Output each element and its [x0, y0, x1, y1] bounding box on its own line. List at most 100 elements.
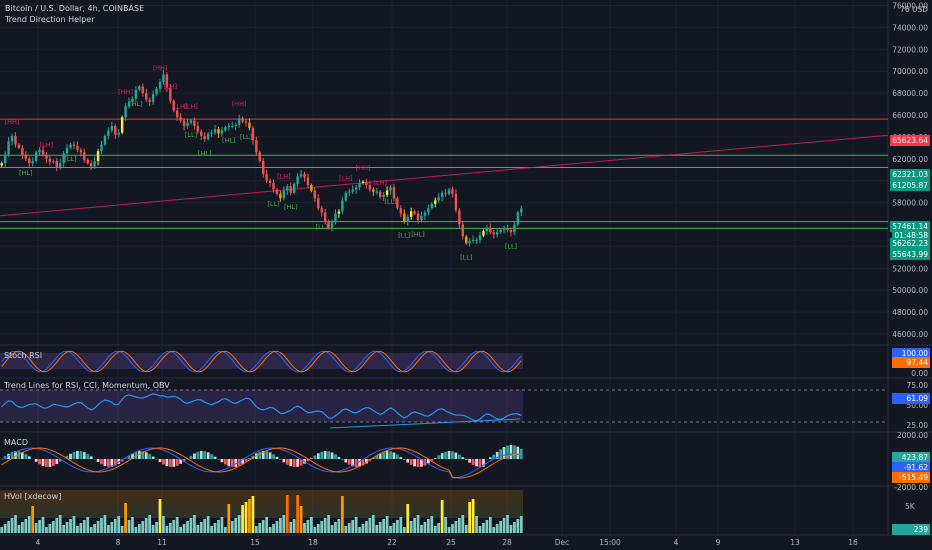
hvol-bar — [144, 518, 148, 533]
hvol-bar — [113, 519, 117, 533]
hvol-bar — [20, 522, 24, 533]
hvol-bar — [203, 519, 207, 533]
hvol-bar — [34, 523, 38, 533]
candle-body — [458, 210, 461, 225]
macd-tick: -2000.00 — [894, 483, 928, 492]
macd-hist-bar — [69, 453, 72, 459]
price-tag[interactable]: 55643.99 — [890, 249, 930, 260]
macd-hist-bar — [513, 445, 516, 459]
stoch-tag[interactable]: 97.44 — [892, 357, 930, 368]
macd-hist-bar — [340, 459, 344, 460]
hvol-pane-label[interactable]: HVol [xdecow] — [4, 492, 62, 501]
price-tag[interactable]: 56262.23 — [890, 238, 930, 249]
macd-hist-bar — [378, 453, 382, 459]
candle-body — [210, 132, 213, 134]
pivot-label: [LL] — [267, 200, 279, 208]
price-tick-label: 68000.00 — [892, 89, 928, 98]
candle-body — [148, 99, 151, 102]
hvol-bar — [134, 527, 138, 533]
hvol-bar — [344, 526, 348, 533]
candle-body — [21, 147, 24, 156]
candle-body — [351, 189, 354, 192]
pivot-label: [LL] — [240, 133, 252, 141]
hvol-tag[interactable]: 239 — [892, 524, 930, 535]
macd-hist-bar — [275, 456, 279, 459]
hvol-bar — [285, 495, 289, 533]
price-tag[interactable]: 62321.03 — [890, 169, 930, 180]
candle-body — [416, 213, 420, 221]
price-tag[interactable]: 01:48:58 — [892, 230, 930, 241]
macd-hist-bar — [392, 452, 396, 459]
hvol-bar — [327, 515, 330, 533]
candle-body — [10, 135, 14, 142]
candle-body — [3, 154, 7, 164]
macd-hist-bar — [475, 459, 478, 467]
hvol-bar — [182, 524, 186, 533]
candle-body — [420, 215, 423, 221]
candle-body — [286, 186, 289, 191]
macd-pane-label[interactable]: MACD — [4, 438, 28, 447]
candle-body — [306, 177, 310, 186]
pivot-label: [LH] — [277, 173, 291, 181]
trend-pane-label[interactable]: Trend Lines for RSI, CCI, Momentum, OBV — [4, 381, 170, 390]
macd-hist-bar — [24, 453, 28, 459]
macd-hist-bar — [196, 451, 200, 459]
time-tick-label: 16 — [848, 538, 858, 547]
hvol-bar — [475, 516, 478, 533]
macd-hist-bar — [189, 455, 193, 459]
price-tag[interactable]: 61205.87 — [890, 180, 930, 191]
macd-hist-bar — [248, 458, 251, 459]
hvol-bar — [24, 519, 28, 533]
hvol-bar — [316, 524, 320, 533]
pivot-label: [LH] — [184, 102, 198, 110]
hvol-bar — [155, 522, 158, 533]
pivot-label: [HH] — [153, 64, 168, 72]
candle-body — [244, 121, 248, 123]
macd-hist-bar — [203, 451, 207, 459]
candle-body — [200, 131, 203, 136]
hvol-bar — [196, 525, 200, 533]
macd-hist-bar — [279, 459, 282, 460]
macd-tag[interactable]: -515.49 — [892, 472, 930, 483]
candle-body — [231, 125, 234, 127]
macd-hist-bar — [296, 459, 300, 467]
candle-body — [368, 185, 372, 190]
pivot-label: [LL] — [460, 254, 472, 262]
stoch-tag[interactable]: 100.00 — [892, 348, 930, 359]
hvol-bar — [385, 516, 389, 533]
stoch-pane-label[interactable]: Stoch RSI — [4, 351, 43, 360]
hvol-bar — [375, 525, 379, 533]
macd-hist-bar — [72, 451, 76, 459]
candle-body — [138, 86, 141, 90]
hvol-bar — [409, 521, 413, 533]
indicator-title[interactable]: Trend Direction Helper — [5, 15, 95, 24]
candle-body — [251, 128, 255, 141]
hvol-bar — [189, 518, 193, 533]
trend-tag[interactable]: 61.09 — [892, 393, 930, 404]
price-tick-label: 76000.00 — [892, 1, 928, 10]
macd-hist-bar — [175, 459, 179, 466]
hvol-bar — [389, 526, 392, 533]
candle-body — [217, 129, 220, 134]
candle-body — [513, 224, 516, 233]
candle-body — [506, 228, 509, 230]
macd-hist-bar — [444, 451, 447, 459]
pivot-label: [LL] — [185, 131, 197, 139]
macd-hist-bar — [107, 459, 110, 467]
macd-hist-bar — [347, 459, 351, 465]
price-tag[interactable]: 57461.14 — [890, 221, 930, 232]
macd-hist-bar — [48, 459, 52, 467]
hvol-bar — [430, 516, 434, 533]
macd-tag[interactable]: -91.62 — [892, 462, 930, 473]
candle-body — [76, 145, 79, 151]
symbol-title[interactable]: Bitcoin / U.S. Dollar, 4h, COINBASE — [5, 4, 145, 13]
price-tick-label: 48000.00 — [892, 308, 928, 317]
macd-hist-bar — [310, 458, 313, 459]
pivot-label: [HH] — [356, 164, 371, 172]
candle-body — [406, 216, 409, 222]
macd-hist-bar — [45, 459, 48, 467]
macd-tag[interactable]: 423.87 — [892, 452, 930, 463]
price-tag[interactable]: 65623.64 — [890, 135, 930, 146]
candle-body — [372, 189, 375, 192]
